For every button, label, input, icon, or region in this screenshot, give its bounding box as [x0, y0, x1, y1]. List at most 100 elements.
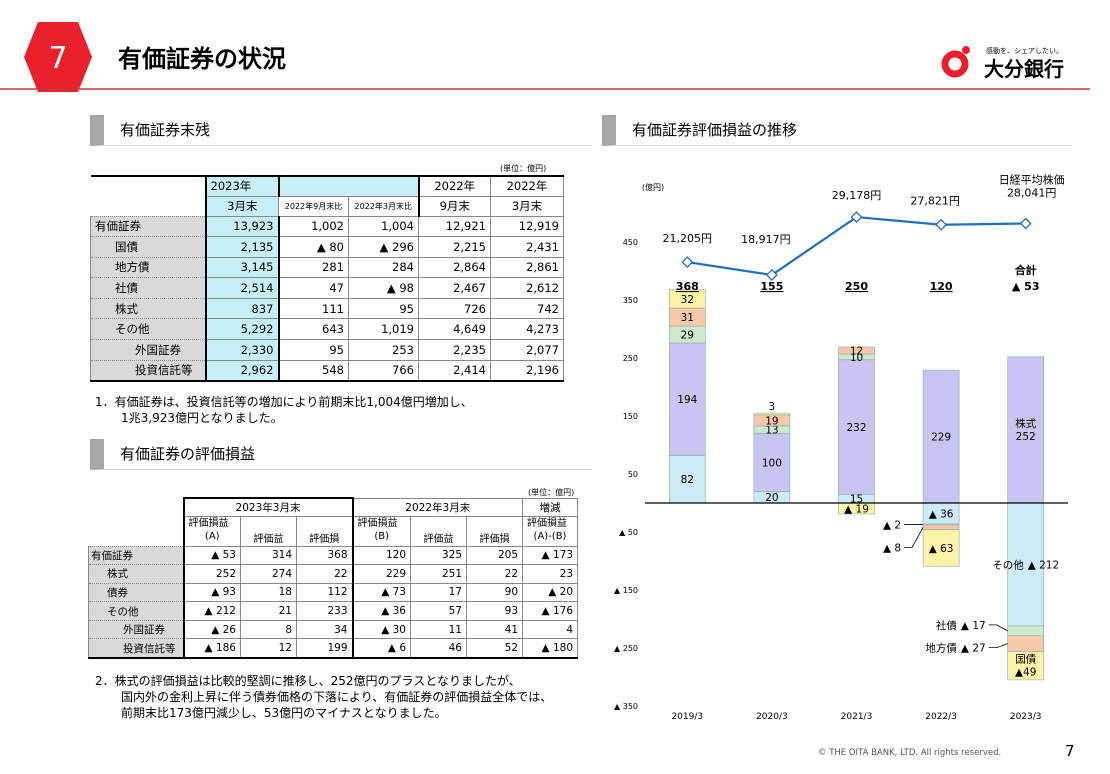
data-label: 社債 ▲ 17 [936, 619, 986, 632]
blank [90, 175, 206, 196]
logo-mark [941, 50, 969, 78]
data-label: 10 [850, 352, 863, 364]
note-line: 1兆3,923億円となりました。 [121, 411, 283, 425]
blank [278, 175, 420, 196]
cell: 93 [465, 601, 524, 621]
cell: 2,431 [490, 236, 564, 258]
row: その他 5,292 643 1,019 4,649 4,273 [90, 318, 564, 341]
note-line: 1．有価証券は、投資信託等の増加により前期末比1,004億円増加し、 [95, 395, 473, 409]
cell: ▲ 20 [522, 582, 579, 603]
subhead-line: 評価損 [479, 533, 510, 545]
cell: ▲ 53 [182, 545, 241, 566]
section-title: 有価証券の評価損益 [90, 439, 592, 470]
cell: 12,919 [490, 215, 564, 238]
cell: 1,004 [348, 215, 419, 238]
cell: 2,864 [418, 256, 491, 279]
row-label: その他 [88, 601, 184, 621]
header: 7 有価証券の状況 感動を、シェアしたい。 大分銀行 [0, 22, 1090, 92]
row: 社債 2,514 47 ▲ 98 2,467 2,612 [90, 277, 564, 299]
value: ▲ 27 [961, 643, 986, 655]
subhead: 評価損 [296, 515, 354, 547]
cell: 95 [278, 339, 349, 361]
row: 債券 ▲ 93 18 112 ▲ 73 17 90 ▲ 20 [88, 582, 579, 603]
total-label: 120 [930, 280, 953, 293]
head: 9月末 [418, 195, 491, 217]
cell: 2,612 [490, 277, 564, 299]
cell: 90 [465, 582, 524, 603]
x-tick-label: 2021/3 [841, 712, 873, 722]
chart: (億円) 450 350 250 150 50 ▲ 50 ▲ 150 ▲ 250 ▲ 350 20… [614, 172, 1068, 722]
cell: 2,215 [418, 236, 491, 258]
subhead-line: 評価損益 [527, 517, 568, 529]
cell: 1,019 [348, 318, 419, 341]
bar-segment [1007, 625, 1045, 637]
y-tick-label: ▲ 50 [619, 528, 638, 537]
series-name: 国債 [1015, 653, 1037, 666]
cell: 2,962 [204, 359, 280, 382]
bar-segment [753, 412, 791, 416]
row-label: 投資信託等 [90, 359, 206, 382]
cell: ▲ 80 [278, 236, 349, 258]
row-label: 地方債 [90, 256, 206, 279]
note: 2．株式の評価損益は比較的堅調に推移し、252億円のプラスとなりましたが、 国内外… [95, 673, 552, 721]
cell: ▲ 173 [522, 545, 579, 566]
logo-name: 大分銀行 [984, 57, 1064, 81]
cell: 726 [418, 297, 491, 320]
y-tick-label: ▲ 250 [614, 644, 638, 653]
data-label: ▲ 19 [844, 504, 869, 516]
y-unit: (億円) [642, 182, 664, 192]
row: 株式 252 274 22 229 251 22 23 [88, 564, 579, 584]
row: 外国証券 2,330 95 253 2,235 2,077 [90, 339, 564, 361]
data-label: 194 [677, 394, 697, 406]
cell: 742 [490, 297, 564, 320]
row-label: 株式 [90, 297, 206, 320]
cell: 47 [278, 277, 349, 299]
cell: 22 [296, 564, 354, 584]
leader-line [988, 624, 1008, 632]
row: 地方債 3,145 281 284 2,864 2,861 [90, 256, 564, 279]
series-name: 株式 [1015, 417, 1037, 430]
y-tick-label: ▲ 150 [614, 586, 638, 595]
bar-segment [922, 369, 960, 504]
cell: 837 [204, 297, 280, 320]
bar-segment [668, 289, 706, 309]
data-label: その他 ▲ 212 [992, 558, 1059, 571]
cell: 52 [465, 638, 524, 659]
cell: 34 [296, 619, 354, 640]
number-badge [24, 22, 92, 92]
leader-line [904, 527, 924, 548]
line-marker [935, 218, 948, 231]
row-label: 外国証券 [90, 339, 206, 361]
bar-segment [753, 433, 791, 492]
section-number: 7 [48, 41, 67, 76]
total-label: ▲ 53 [1012, 280, 1040, 293]
head: 2022年9月末比 [278, 195, 349, 217]
data-label: 232 [846, 422, 866, 434]
balance-table: 2023年 2022年 2022年 3月末 2022年9月末比 2022年3月末… [90, 175, 564, 382]
subhead-line: 評価損益 [357, 517, 398, 529]
y-tick-label: 450 [623, 238, 638, 247]
cell: 5,292 [204, 318, 280, 341]
head: 2022年3月末 [351, 497, 524, 517]
row-label: 社債 [90, 277, 206, 299]
cell: 2,514 [204, 277, 280, 299]
cell: 2,861 [490, 256, 564, 279]
x-tick-label: 2020/3 [756, 712, 788, 722]
unit: (単位：億円) [500, 164, 547, 173]
data-label: ▲ 36 [929, 508, 954, 520]
row-label: その他 [90, 318, 206, 341]
data-label: 82 [681, 474, 694, 486]
page-title: 有価証券の状況 [118, 45, 286, 73]
subhead-line: 評価損益 [188, 517, 229, 529]
data-label: 100 [762, 457, 782, 469]
subhead: 評価損益 (B) [352, 515, 411, 547]
value: ▲49 [1015, 667, 1036, 679]
row: 国債 2,135 ▲ 80 ▲ 296 2,215 2,431 [90, 236, 564, 258]
cell: 23 [522, 564, 579, 584]
note-line: 国内外の金利上昇に伴う債券価格の下落により、有価証券の評価損益全体では、 [121, 690, 553, 704]
row: 有価証券 ▲ 53 314 368 120 325 205 ▲ 173 [88, 545, 579, 566]
head: 増減 [522, 497, 579, 517]
row: 外国証券 ▲ 26 8 34 ▲ 30 11 41 4 [88, 619, 579, 640]
data-label: 12 [850, 345, 863, 357]
head: 2022年 [418, 175, 491, 197]
